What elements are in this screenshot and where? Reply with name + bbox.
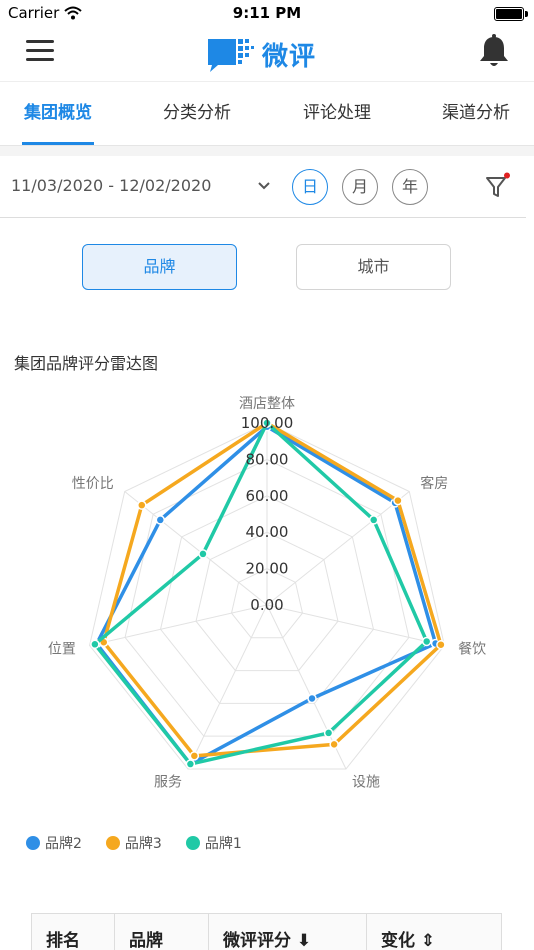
radar-point (393, 495, 403, 506)
th-change[interactable]: 变化 ⇕ (367, 914, 501, 950)
radar-spoke (266, 604, 445, 646)
section-divider (0, 146, 534, 156)
radar-tick-label: 40.00 (246, 523, 289, 541)
period-day-button[interactable]: 日 (292, 169, 328, 205)
status-bar: Carrier 9:11 PM (0, 0, 534, 28)
radar-tick-label: 60.00 (246, 487, 289, 505)
radar-axis-label: 餐饮 (458, 642, 486, 658)
radar-grid-ring (230, 568, 304, 639)
logo-text: 微评 (262, 41, 317, 72)
radar-point (421, 636, 432, 647)
legend-item-series-3[interactable]: 品牌1 (185, 833, 242, 853)
radar-point (198, 549, 208, 559)
legend-item-series-1[interactable]: 品牌2 (26, 833, 82, 853)
period-month-button[interactable]: 月 (342, 169, 378, 205)
tab-channel-analysis[interactable]: 渠道分析 (442, 103, 510, 123)
battery-icon (494, 7, 528, 21)
th-change-label: 变化 (381, 931, 415, 950)
radar-series-line (102, 421, 443, 758)
radar-tick-label: 100.00 (241, 414, 294, 432)
ranking-table-header: 排名 品牌 微评评分 ⬇ 变化 ⇕ (31, 913, 502, 950)
filter-row: 11/03/2020 - 12/02/2020 日 月 年 (0, 156, 526, 218)
sort-desc-icon: ⬇ (296, 931, 312, 950)
nav-bar: 微评 (0, 28, 534, 82)
chart-legend: 品牌2 品牌3 品牌1 (26, 833, 266, 853)
status-time: 9:11 PM (232, 4, 302, 22)
radar-point (155, 515, 166, 525)
radar-axis-label: 酒店整体 (239, 396, 295, 412)
brand-segment-button[interactable]: 品牌 (82, 244, 237, 290)
th-score[interactable]: 微评评分 ⬇ (209, 914, 367, 950)
radar-grid-ring (159, 495, 375, 704)
radar-point (307, 693, 317, 704)
legend-swatch (105, 836, 120, 850)
radar-point (436, 639, 446, 650)
radar-spoke (187, 604, 268, 770)
chart-title: 集团品牌评分雷达图 (14, 354, 159, 373)
bell-icon[interactable] (478, 34, 510, 70)
radar-axis-label: 设施 (352, 775, 380, 791)
radar-grid-ring (89, 422, 445, 770)
active-tab-indicator (22, 142, 94, 145)
th-score-label: 微评评分 (223, 931, 291, 950)
radar-point (329, 739, 339, 750)
th-brand-label: 品牌 (129, 931, 163, 950)
chevron-down-icon[interactable] (258, 176, 270, 196)
th-brand: 品牌 (115, 914, 209, 950)
radar-point (90, 639, 100, 650)
radar-spoke (266, 491, 410, 606)
radar-chart: 0.00 20.00 40.00 60.00 80.00 100.00 酒店整体客房餐饮设施… (48, 396, 486, 791)
legend-label: 品牌1 (204, 836, 242, 852)
date-range-picker[interactable]: 11/03/2020 - 12/02/2020 (11, 176, 212, 195)
filter-icon[interactable] (484, 172, 512, 202)
radar-point (368, 515, 379, 525)
radar-point (137, 500, 147, 510)
radar-grid-ring (124, 458, 410, 737)
app-logo: 微评 (206, 34, 316, 74)
radar-point (323, 728, 334, 738)
th-rank: 排名 (32, 914, 115, 950)
radar-point (185, 759, 196, 769)
tab-review-handling[interactable]: 评论处理 (303, 103, 371, 123)
radar-point (189, 751, 200, 761)
th-rank-label: 排名 (46, 931, 80, 950)
carrier-label: Carrier (8, 4, 60, 22)
wifi-icon (64, 6, 82, 20)
legend-label: 品牌2 (45, 836, 82, 852)
sort-icon: ⇕ (420, 931, 436, 950)
radar-axis-label: 客房 (420, 475, 448, 492)
radar-grid-ring (195, 531, 339, 672)
radar-axis-label: 位置 (48, 642, 76, 658)
radar-series-line (94, 424, 438, 766)
tab-group-overview[interactable]: 集团概览 (24, 103, 92, 123)
radar-point (262, 418, 272, 428)
radar-axis-label: 性价比 (72, 476, 114, 492)
legend-swatch (185, 836, 200, 850)
radar-series-line (93, 421, 429, 766)
radar-tick-label: 0.00 (250, 596, 283, 614)
legend-item-series-2[interactable]: 品牌3 (105, 833, 162, 853)
radar-tick-label: 20.00 (246, 560, 289, 578)
legend-swatch (26, 836, 40, 850)
logo-mark-icon (208, 39, 254, 72)
tab-bar: 集团概览 分类分析 评论处理 渠道分析 (0, 82, 534, 146)
period-year-button[interactable]: 年 (392, 169, 428, 205)
legend-label: 品牌3 (124, 836, 162, 852)
menu-icon[interactable] (26, 40, 54, 62)
tab-category-analysis[interactable]: 分类分析 (163, 103, 231, 123)
radar-spoke (124, 491, 268, 606)
radar-axis-label: 服务 (154, 775, 182, 791)
radar-tick-label: 80.00 (246, 450, 289, 468)
radar-spoke (89, 604, 268, 646)
city-segment-button[interactable]: 城市 (296, 244, 451, 290)
